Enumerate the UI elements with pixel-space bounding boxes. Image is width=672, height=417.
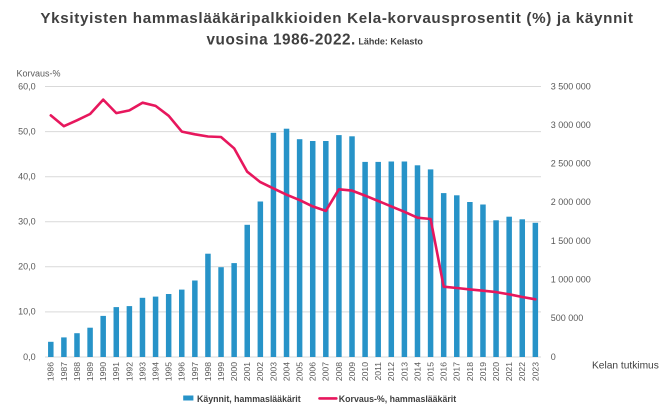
- svg-text:2013: 2013: [399, 362, 409, 381]
- svg-text:2008: 2008: [334, 362, 344, 381]
- svg-text:40,0: 40,0: [18, 172, 36, 182]
- svg-text:1 000 000: 1 000 000: [551, 275, 591, 285]
- svg-text:1992: 1992: [124, 362, 134, 381]
- svg-text:1994: 1994: [151, 362, 161, 381]
- svg-text:1 500 000: 1 500 000: [551, 236, 591, 246]
- svg-text:2002: 2002: [255, 362, 265, 381]
- svg-text:2010: 2010: [360, 362, 370, 381]
- svg-text:1987: 1987: [59, 362, 69, 381]
- svg-text:2005: 2005: [295, 362, 305, 381]
- svg-text:2017: 2017: [452, 362, 462, 381]
- svg-text:2021: 2021: [504, 362, 514, 381]
- svg-text:Korvaus-%, hammaslääkärit: Korvaus-%, hammaslääkärit: [339, 394, 456, 404]
- svg-text:1990: 1990: [98, 362, 108, 381]
- svg-text:Kelan tutkimus: Kelan tutkimus: [592, 361, 659, 372]
- svg-text:2006: 2006: [308, 362, 318, 381]
- svg-text:2009: 2009: [347, 362, 357, 381]
- svg-text:2016: 2016: [439, 362, 449, 381]
- svg-text:60,0: 60,0: [18, 81, 36, 91]
- svg-text:2015: 2015: [426, 362, 436, 381]
- svg-text:1999: 1999: [216, 362, 226, 381]
- svg-text:vuosina 1986-2022. Lähde: Kela: vuosina 1986-2022. Lähde: Kelasto: [207, 31, 424, 48]
- svg-text:50,0: 50,0: [18, 126, 36, 136]
- svg-text:1986: 1986: [46, 362, 56, 381]
- svg-text:20,0: 20,0: [18, 262, 36, 272]
- svg-text:3 000 000: 3 000 000: [551, 120, 591, 130]
- svg-text:1998: 1998: [203, 362, 213, 381]
- svg-text:2001: 2001: [242, 362, 252, 381]
- svg-text:2 500 000: 2 500 000: [551, 159, 591, 169]
- svg-text:2018: 2018: [465, 362, 475, 381]
- svg-text:Yksityisten hammaslääkäripalkk: Yksityisten hammaslääkäripalkkioiden Kel…: [40, 10, 633, 27]
- svg-text:2022: 2022: [517, 362, 527, 381]
- svg-text:500 000: 500 000: [551, 313, 584, 323]
- svg-text:30,0: 30,0: [18, 217, 36, 227]
- svg-text:1995: 1995: [164, 362, 174, 381]
- svg-text:1988: 1988: [72, 362, 82, 381]
- svg-text:2000: 2000: [229, 362, 239, 381]
- svg-text:2014: 2014: [412, 362, 422, 381]
- svg-text:2023: 2023: [530, 362, 540, 381]
- svg-text:1996: 1996: [177, 362, 187, 381]
- svg-text:2007: 2007: [321, 362, 331, 381]
- svg-text:2012: 2012: [386, 362, 396, 381]
- svg-text:Korvaus-%: Korvaus-%: [17, 69, 61, 79]
- svg-text:3 500 000: 3 500 000: [551, 81, 591, 91]
- svg-text:2 000 000: 2 000 000: [551, 197, 591, 207]
- svg-text:1989: 1989: [85, 362, 95, 381]
- svg-text:0: 0: [551, 352, 556, 362]
- svg-text:10,0: 10,0: [18, 307, 36, 317]
- svg-text:Käynnit, hammaslääkärit: Käynnit, hammaslääkärit: [197, 394, 301, 404]
- svg-text:2020: 2020: [491, 362, 501, 381]
- svg-text:1993: 1993: [137, 362, 147, 381]
- svg-text:2019: 2019: [478, 362, 488, 381]
- svg-text:2003: 2003: [268, 362, 278, 381]
- svg-text:1991: 1991: [111, 362, 121, 381]
- svg-text:0,0: 0,0: [23, 352, 36, 362]
- svg-text:2011: 2011: [373, 362, 383, 381]
- svg-text:1997: 1997: [190, 362, 200, 381]
- svg-text:2004: 2004: [281, 362, 291, 381]
